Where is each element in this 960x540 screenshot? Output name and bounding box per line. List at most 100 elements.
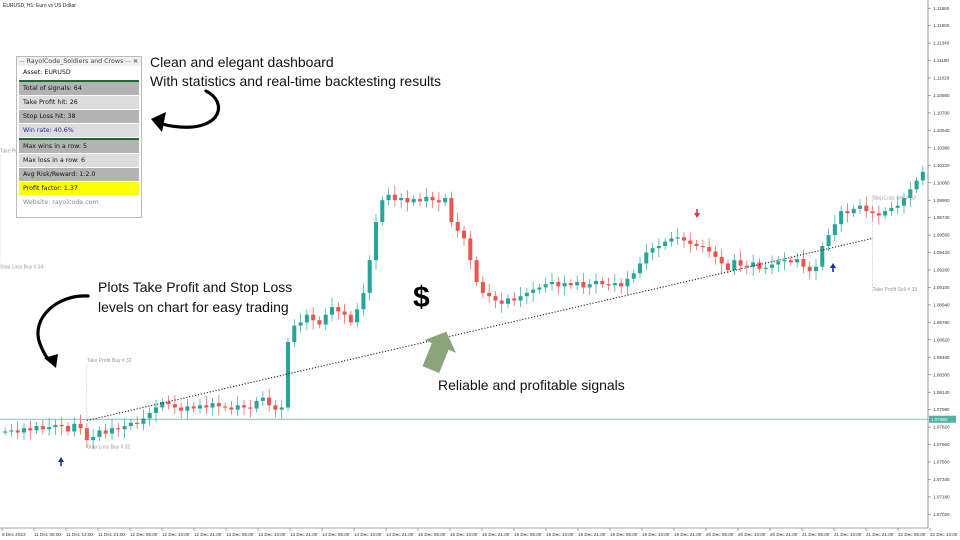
candle-body <box>801 259 806 267</box>
candle-body <box>311 314 316 321</box>
price-tick-label: 1.08780 <box>933 320 950 325</box>
asset-row: Asset: EURUSD <box>19 66 139 80</box>
candle-body <box>229 407 234 410</box>
price-tick-label: 1.10860 <box>933 93 950 98</box>
candle-body <box>373 222 379 261</box>
candle-body <box>59 424 64 427</box>
divider <box>19 138 139 140</box>
candle-body <box>103 430 108 434</box>
level-label: Stop Loss Buy # 34 <box>0 264 44 270</box>
candle-body <box>436 200 441 203</box>
candle-body <box>883 211 888 216</box>
price-tick-label: 1.07980 <box>933 407 950 412</box>
candle-body <box>223 406 228 408</box>
divider <box>19 80 139 82</box>
candle-body <box>782 260 787 262</box>
candle-body <box>461 230 467 239</box>
candle-body <box>342 311 347 315</box>
price-tick-label: 1.09420 <box>933 250 950 255</box>
candle-body <box>91 436 96 441</box>
sl-hit-row: Stop Loss hit: 38 <box>19 110 139 124</box>
candle-body <box>109 428 115 434</box>
candle-body <box>235 405 240 410</box>
price-tick-label: 1.09260 <box>933 268 950 273</box>
candle-body <box>21 428 27 433</box>
candle-body <box>323 314 328 325</box>
profit-factor-row: Profit factor: 1.37 <box>19 182 139 196</box>
level-label: Stop Loss Buy # 32 <box>87 444 131 450</box>
candle-body <box>191 406 196 409</box>
candle-body <box>663 241 668 246</box>
price-tick-label: 1.10060 <box>933 180 950 185</box>
candle-body <box>895 205 900 208</box>
candle-body <box>738 260 743 266</box>
candle-body <box>153 407 159 413</box>
candle-body <box>292 325 297 342</box>
candle-body <box>449 198 454 222</box>
candle-body <box>380 200 385 222</box>
candle-body <box>499 300 504 304</box>
caption-signals: Reliable and profitable signals <box>438 377 625 393</box>
current-price-tag <box>929 415 956 423</box>
dashboard-title: -- RayolCode_Soldiers and Crows <box>20 58 124 65</box>
caption-levels-1: Plots Take Profit and Stop Loss <box>98 279 292 295</box>
candle-body <box>172 404 177 408</box>
dashboard-controls[interactable]: — ✖ <box>125 58 138 65</box>
price-axis: 1.11660 1.11500 1.11340 1.11180 1.11020 1.108… <box>928 6 950 517</box>
candle-body <box>474 260 479 282</box>
candle-body <box>329 307 335 315</box>
candle-body <box>417 199 423 202</box>
candle-body <box>568 283 573 286</box>
candle-body <box>3 431 8 433</box>
candle-body <box>487 292 492 297</box>
price-tick-label: 1.11180 <box>933 58 949 63</box>
time-tick-label: 18 Dec 21:00 <box>578 532 606 537</box>
time-tick-label: 20 Dec 21:00 <box>770 532 798 537</box>
candle-body <box>216 403 221 407</box>
level-label: Take Profit Buy # 32 <box>87 358 132 364</box>
price-tick-label: 1.09900 <box>933 198 950 203</box>
candle-body <box>505 298 511 304</box>
candle-body <box>757 262 762 269</box>
sell-arrow-icon <box>694 209 700 218</box>
candle-body <box>480 282 485 293</box>
candle-body <box>763 267 768 270</box>
candle-body <box>28 428 33 431</box>
candle-body <box>845 211 850 214</box>
candle-body <box>713 251 718 257</box>
price-tick-label: 1.10220 <box>933 163 950 168</box>
candle-body <box>424 196 429 202</box>
candle-body <box>355 309 360 323</box>
candle-body <box>788 260 793 263</box>
candle-body <box>210 403 215 408</box>
price-tick-label: 1.08140 <box>933 390 950 395</box>
buy-arrow-icon <box>58 457 64 466</box>
dashboard-header[interactable]: -- RayolCode_Soldiers and Crows — ✖ <box>17 57 141 66</box>
candle-body <box>185 406 190 411</box>
candle-body <box>619 283 624 287</box>
level-label: Take Profit Sell # 33 <box>873 287 918 293</box>
candle-body <box>512 298 517 301</box>
candle-body <box>769 264 775 268</box>
candle-body <box>889 207 894 212</box>
time-tick-label: 13 Dec 05:00 <box>226 532 254 537</box>
time-tick-label: 14 Dec 21:00 <box>386 532 414 537</box>
price-tick-label: 1.07820 <box>933 425 950 430</box>
up-arrow-icon <box>422 331 457 373</box>
candle-body <box>688 240 693 244</box>
candle-body <box>97 430 102 437</box>
candle-body <box>430 196 435 201</box>
candle-body <box>254 400 259 409</box>
time-tick-label: 11 Dec 13:00 <box>66 532 93 537</box>
candle-body <box>725 263 731 270</box>
candle-body <box>298 322 303 326</box>
candle-body <box>857 205 863 209</box>
time-tick-label: 13 Dec 13:00 <box>258 532 286 537</box>
candle-body <box>744 265 749 267</box>
time-tick-label: 18 Dec 05:00 <box>514 532 542 537</box>
candle-body <box>656 246 661 249</box>
candle-body <box>443 198 448 203</box>
candle-body <box>9 430 14 432</box>
total-signals-row: Total of signals: 64 <box>19 82 139 96</box>
candle-body <box>637 263 643 274</box>
